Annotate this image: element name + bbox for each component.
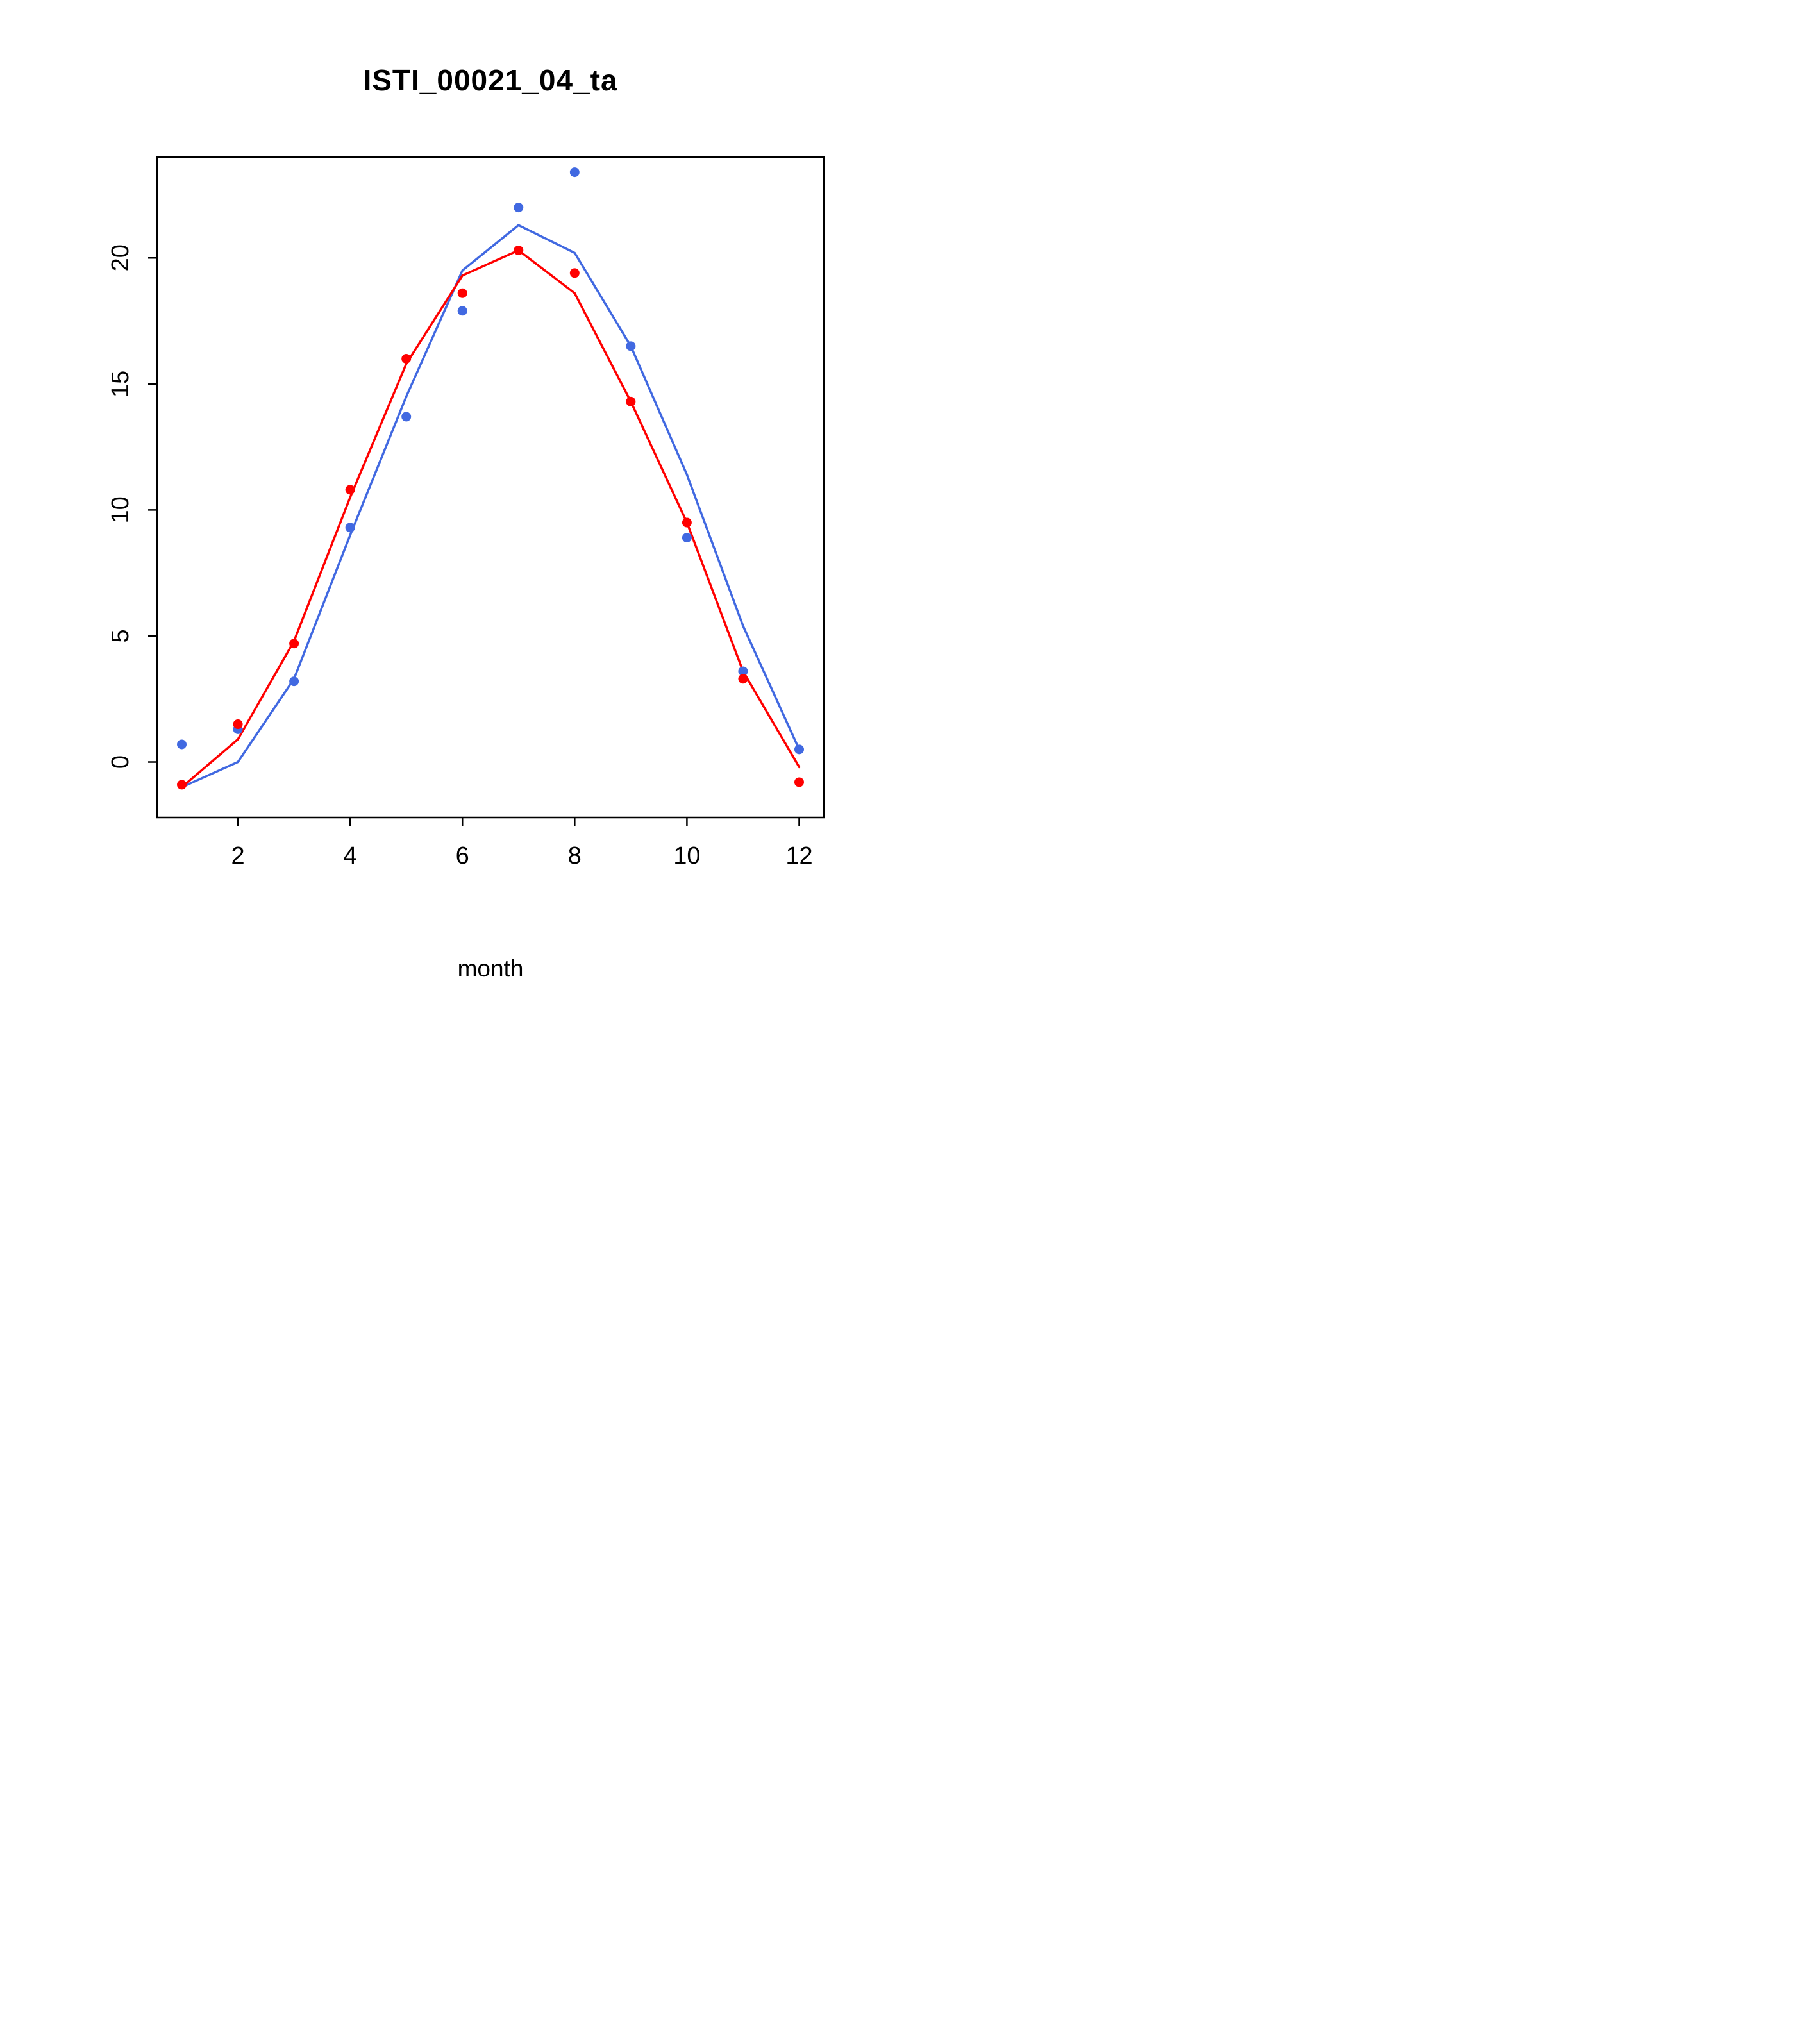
data-point-red	[401, 354, 412, 364]
y-tick-label: 0	[107, 755, 134, 769]
data-point-blue	[626, 341, 636, 351]
data-point-red	[569, 268, 580, 278]
data-point-blue	[457, 306, 467, 316]
x-tick-label: 10	[673, 842, 700, 869]
y-tick-label: 15	[107, 371, 134, 398]
data-point-red	[289, 639, 299, 649]
x-tick-label: 4	[344, 842, 357, 869]
x-axis-label: month	[457, 955, 524, 982]
plot-box	[156, 156, 825, 819]
data-point-red	[177, 780, 187, 790]
data-point-red	[794, 777, 804, 787]
data-point-red	[514, 245, 524, 255]
chart: ISTI_00021_04_ta 2 4 6 8 10 12 0 5 10 15 20 month	[0, 0, 908, 1022]
data-point-red	[682, 517, 692, 528]
chart-canvas: 2 4 6 8 10 12 0 5 10 15 20	[107, 156, 825, 869]
data-point-blue	[682, 533, 692, 543]
data-point-red	[626, 396, 636, 406]
x-tick-label: 2	[231, 842, 244, 869]
x-tick-label: 12	[785, 842, 812, 869]
y-tick-label: 10	[107, 496, 134, 523]
y-tick-label: 5	[107, 629, 134, 642]
data-point-blue	[794, 744, 804, 755]
y-tick-label: 20	[107, 244, 134, 271]
x-tick-label: 8	[568, 842, 582, 869]
chart-title: ISTI_00021_04_ta	[363, 63, 618, 97]
series-line-blue	[180, 224, 801, 789]
data-point-blue	[345, 523, 355, 533]
data-point-blue	[569, 167, 580, 178]
data-point-red	[345, 485, 355, 495]
data-point-blue	[289, 676, 299, 687]
x-tick-label: 6	[456, 842, 469, 869]
data-point-red	[457, 288, 467, 298]
data-point-blue	[401, 412, 412, 422]
data-point-red	[738, 674, 748, 684]
data-point-blue	[177, 739, 187, 750]
data-point-red	[233, 719, 243, 730]
data-point-blue	[738, 666, 748, 676]
data-point-blue	[514, 203, 524, 213]
series-line-red	[180, 249, 801, 789]
